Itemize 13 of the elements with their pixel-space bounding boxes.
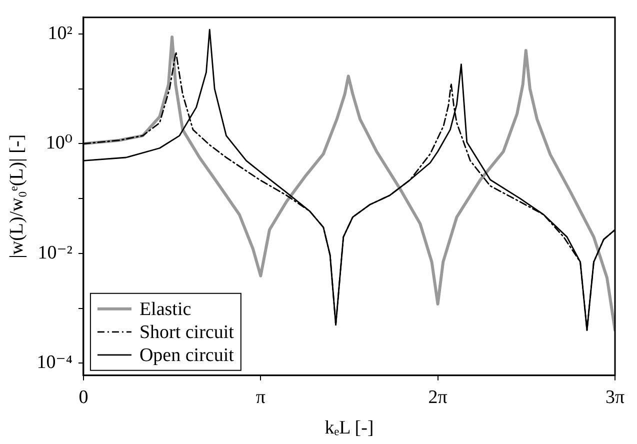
x-tick-label: 0 <box>78 386 88 408</box>
x-tick-label: 3π <box>605 386 625 408</box>
legend-label: Open circuit <box>139 344 235 366</box>
y-tick-label: 10⁻² <box>38 242 73 264</box>
legend-label: Short circuit <box>139 322 235 343</box>
y-tick-label: 10⁰ <box>46 132 73 154</box>
y-axis-title: |w(L)/w₀ᵉ(L)| [-] <box>6 134 28 258</box>
y-tick-label: 10² <box>48 22 73 44</box>
x-tick-label: π <box>256 386 266 408</box>
y-tick-label: 10⁻⁴ <box>36 352 73 374</box>
x-axis-title: kₑL [-] <box>324 418 374 439</box>
legend-label: Elastic <box>139 298 192 320</box>
x-tick-label: 2π <box>428 386 448 408</box>
